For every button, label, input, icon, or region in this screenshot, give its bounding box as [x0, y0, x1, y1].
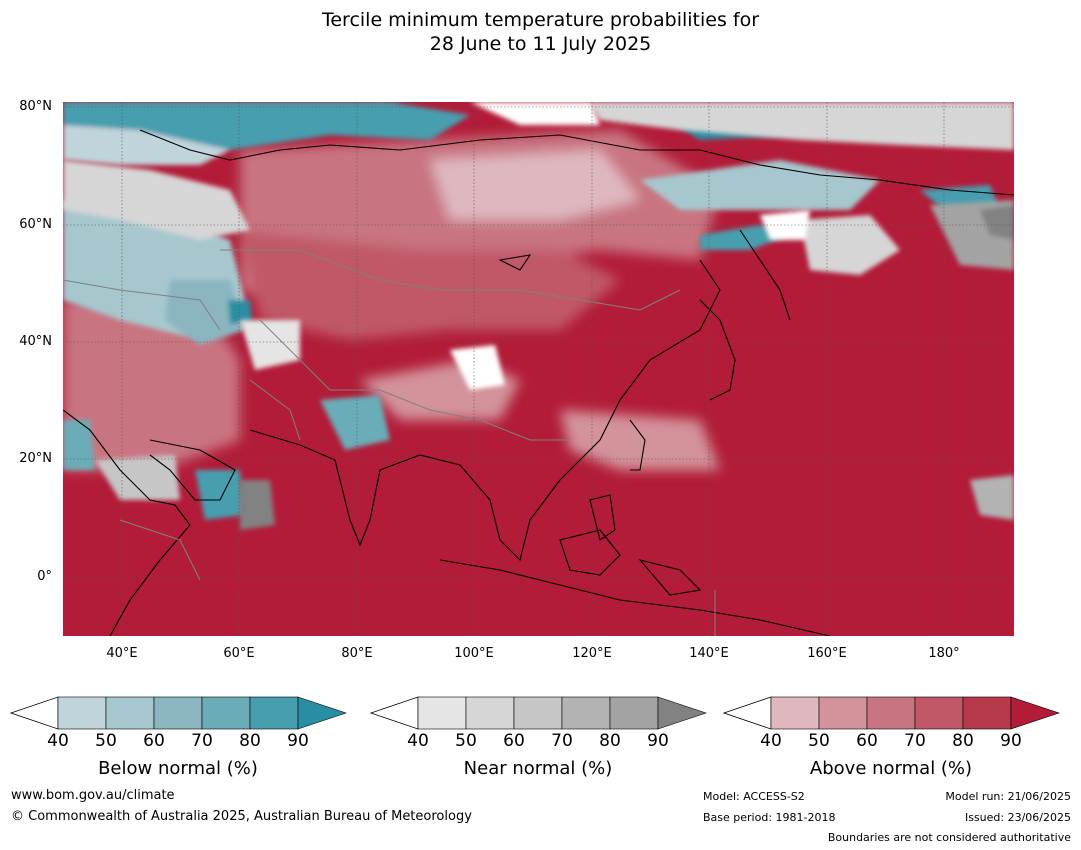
footer-model-run: Model run: 21/06/2025: [945, 790, 1071, 803]
footer-issued: Issued: 23/06/2025: [964, 811, 1071, 824]
region-caspian-near: [240, 320, 300, 370]
lon-label-120e: 120°E: [572, 646, 612, 661]
colorbar-near-segment-60: [513, 696, 563, 730]
colorbar-above-high-end: [1010, 696, 1060, 730]
footer-base-period: Base period: 1981-2018: [703, 811, 836, 824]
region-south-china-light: [560, 410, 720, 470]
colorbar-below-low-end: [10, 696, 59, 730]
region-arctic-white: [470, 102, 600, 125]
colorbar-near-normal: [370, 696, 707, 730]
region-mongolia-near: [450, 345, 505, 390]
country-borders: [63, 249, 716, 636]
region-europe-near: [63, 160, 250, 240]
region-bering-dark: [980, 205, 1014, 240]
colorbar-below-normal: [10, 696, 347, 730]
cb-below-tick-70: 70: [191, 731, 213, 751]
region-siberia-light: [430, 150, 640, 220]
footer-copyright: © Commonwealth of Australia 2025, Austra…: [11, 809, 472, 824]
colorbar-near-segment-70: [561, 696, 611, 730]
footer-website: www.bom.gov.au/climate: [11, 788, 175, 803]
colorbar-near-high-end: [657, 696, 707, 730]
chart-title-line-2: 28 June to 11 July 2025: [429, 33, 652, 55]
cb-above-tick-70: 70: [904, 731, 926, 751]
colorbar-near-segment-40: [417, 696, 467, 730]
colorbar-below-segment-60: [153, 696, 203, 730]
colorbar-near-segment-50: [465, 696, 515, 730]
cb-above-tick-40: 40: [760, 731, 782, 751]
colorbar-below-segment-70: [201, 696, 251, 730]
region-kamchatka-near: [800, 215, 900, 275]
colorbar-above-segment-70: [914, 696, 964, 730]
region-pacific-near: [970, 475, 1014, 520]
cb-near-tick-60: 60: [503, 731, 525, 751]
region-arctic-below: [63, 102, 470, 150]
region-arctic-near: [590, 102, 1014, 150]
region-tibet-below: [320, 395, 390, 450]
region-east-siberia-below: [640, 160, 880, 210]
cb-above-tick-50: 50: [808, 731, 830, 751]
colorbar-near-segment-80: [609, 696, 659, 730]
cb-below-tick-80: 80: [239, 731, 261, 751]
lon-label-140e: 140°E: [689, 646, 729, 661]
footer-model: Model: ACCESS-S2: [703, 790, 805, 803]
cb-above-tick-60: 60: [856, 731, 878, 751]
chart-title-line-1: Tercile minimum temperature probabilitie…: [321, 9, 760, 31]
colorbar-above-low-end: [723, 696, 772, 730]
region-caspian-below: [165, 280, 245, 345]
region-somalia-near: [240, 480, 275, 530]
colorbar-above-normal: [723, 696, 1060, 730]
region-arabia-near: [95, 455, 180, 500]
cb-near-tick-50: 50: [455, 731, 477, 751]
cb-below-tick-90: 90: [287, 731, 309, 751]
lon-label-100e: 100°E: [454, 646, 494, 661]
lat-label-80n: 80°N: [19, 99, 52, 114]
cb-near-tick-80: 80: [599, 731, 621, 751]
lon-label-180: 180°: [928, 646, 960, 661]
colorbar-title-above: Above normal (%): [809, 758, 973, 779]
colorbar-title-near: Near normal (%): [463, 758, 613, 779]
colorbar-title-below: Below normal (%): [98, 758, 258, 779]
colorbar-above-segment-40: [770, 696, 820, 730]
colorbar-below-high-end: [297, 696, 347, 730]
cb-near-tick-40: 40: [407, 731, 429, 751]
colorbar-above-segment-60: [866, 696, 916, 730]
colorbar-above-segment-50: [818, 696, 868, 730]
footer-disclaimer: Boundaries are not considered authoritat…: [827, 831, 1071, 844]
region-aral-below: [228, 300, 252, 324]
cb-above-tick-90: 90: [1000, 731, 1022, 751]
colorbar-near-low-end: [370, 696, 419, 730]
lat-label-60n: 60°N: [19, 217, 52, 232]
lat-label-40n: 40°N: [19, 334, 52, 349]
lon-label-40e: 40°E: [106, 646, 138, 661]
colorbar-above-segment-80: [962, 696, 1012, 730]
cb-below-tick-60: 60: [143, 731, 165, 751]
region-arctic-below-light: [63, 125, 230, 165]
lon-label-80e: 80°E: [341, 646, 373, 661]
region-arabia-below: [63, 420, 95, 470]
cb-below-tick-50: 50: [95, 731, 117, 751]
lon-label-160e: 160°E: [807, 646, 847, 661]
region-central-asia: [240, 230, 620, 340]
lat-label-20n: 20°N: [19, 451, 52, 466]
cb-near-tick-90: 90: [647, 731, 669, 751]
region-ethiopia-below: [195, 470, 245, 520]
coastlines: [63, 129, 1014, 636]
region-middle-east: [63, 300, 240, 470]
cb-near-tick-70: 70: [551, 731, 573, 751]
cb-below-tick-40: 40: [47, 731, 69, 751]
colorbar-below-segment-40: [57, 696, 107, 730]
colorbar-below-segment-50: [105, 696, 155, 730]
lon-label-60e: 60°E: [223, 646, 255, 661]
lat-label-0: 0°: [37, 569, 52, 584]
cb-above-tick-80: 80: [952, 731, 974, 751]
colorbar-below-segment-80: [249, 696, 299, 730]
graticule: [63, 102, 1014, 636]
